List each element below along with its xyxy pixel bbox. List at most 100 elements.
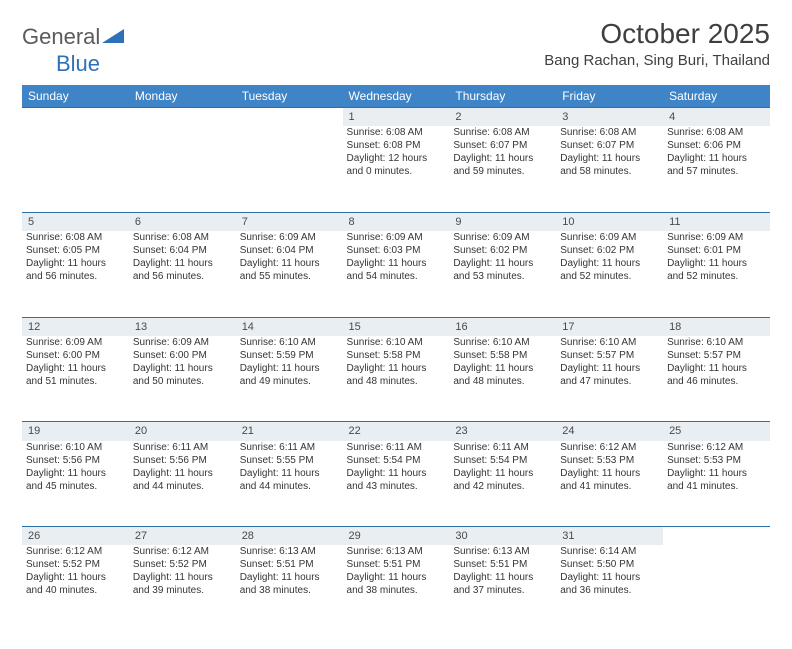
daylight-text: and 41 minutes. xyxy=(667,480,766,493)
daylight-text: and 45 minutes. xyxy=(26,480,125,493)
daylight-text: Daylight: 11 hours xyxy=(560,152,659,165)
daylight-text: Daylight: 11 hours xyxy=(453,571,552,584)
sunset-text: Sunset: 6:00 PM xyxy=(26,349,125,362)
daylight-text: and 49 minutes. xyxy=(240,375,339,388)
weekday-header: Wednesday xyxy=(343,85,450,108)
day-number-cell: 11 xyxy=(663,212,770,231)
daylight-text: and 51 minutes. xyxy=(26,375,125,388)
daylight-text: Daylight: 11 hours xyxy=(347,467,446,480)
title-block: October 2025 Bang Rachan, Sing Buri, Tha… xyxy=(544,18,770,69)
daylight-text: and 52 minutes. xyxy=(560,270,659,283)
daylight-text: Daylight: 11 hours xyxy=(240,467,339,480)
daylight-text: and 53 minutes. xyxy=(453,270,552,283)
sunset-text: Sunset: 5:50 PM xyxy=(560,558,659,571)
sunset-text: Sunset: 6:01 PM xyxy=(667,244,766,257)
day-detail-cell xyxy=(663,545,770,631)
daylight-text: and 57 minutes. xyxy=(667,165,766,178)
sunset-text: Sunset: 6:03 PM xyxy=(347,244,446,257)
calendar-body: 1234Sunrise: 6:08 AMSunset: 6:08 PMDayli… xyxy=(22,108,770,632)
day-detail-cell: Sunrise: 6:12 AMSunset: 5:52 PMDaylight:… xyxy=(22,545,129,631)
day-detail-cell: Sunrise: 6:09 AMSunset: 6:00 PMDaylight:… xyxy=(22,336,129,422)
daylight-text: and 56 minutes. xyxy=(26,270,125,283)
daylight-text: Daylight: 11 hours xyxy=(26,362,125,375)
daylight-text: Daylight: 11 hours xyxy=(560,362,659,375)
sunset-text: Sunset: 5:54 PM xyxy=(453,454,552,467)
daylight-text: and 46 minutes. xyxy=(667,375,766,388)
day-detail-cell: Sunrise: 6:08 AMSunset: 6:04 PMDaylight:… xyxy=(129,231,236,317)
daylight-text: and 38 minutes. xyxy=(347,584,446,597)
day-detail-cell: Sunrise: 6:10 AMSunset: 5:56 PMDaylight:… xyxy=(22,441,129,527)
sunset-text: Sunset: 5:51 PM xyxy=(453,558,552,571)
day-detail-cell: Sunrise: 6:10 AMSunset: 5:57 PMDaylight:… xyxy=(556,336,663,422)
day-number-cell: 9 xyxy=(449,212,556,231)
day-number-cell: 17 xyxy=(556,317,663,336)
day-number-cell: 19 xyxy=(22,422,129,441)
day-detail-cell: Sunrise: 6:08 AMSunset: 6:07 PMDaylight:… xyxy=(449,126,556,212)
daylight-text: Daylight: 11 hours xyxy=(240,257,339,270)
daylight-text: Daylight: 11 hours xyxy=(133,571,232,584)
day-number-row: 567891011 xyxy=(22,212,770,231)
day-detail-cell: Sunrise: 6:10 AMSunset: 5:57 PMDaylight:… xyxy=(663,336,770,422)
day-number-cell: 7 xyxy=(236,212,343,231)
sunrise-text: Sunrise: 6:10 AM xyxy=(560,336,659,349)
sunrise-text: Sunrise: 6:11 AM xyxy=(133,441,232,454)
day-detail-cell: Sunrise: 6:09 AMSunset: 6:02 PMDaylight:… xyxy=(556,231,663,317)
location: Bang Rachan, Sing Buri, Thailand xyxy=(544,52,770,69)
sunrise-text: Sunrise: 6:12 AM xyxy=(26,545,125,558)
day-detail-cell xyxy=(22,126,129,212)
day-detail-cell: Sunrise: 6:10 AMSunset: 5:58 PMDaylight:… xyxy=(343,336,450,422)
logo-word1: General xyxy=(22,24,100,50)
daylight-text: and 47 minutes. xyxy=(560,375,659,388)
day-number-cell: 1 xyxy=(343,108,450,127)
sunrise-text: Sunrise: 6:10 AM xyxy=(667,336,766,349)
day-number-cell: 8 xyxy=(343,212,450,231)
day-detail-cell: Sunrise: 6:14 AMSunset: 5:50 PMDaylight:… xyxy=(556,545,663,631)
logo-word2: Blue xyxy=(56,51,100,76)
sunset-text: Sunset: 5:56 PM xyxy=(26,454,125,467)
day-number-cell: 12 xyxy=(22,317,129,336)
day-number-cell: 20 xyxy=(129,422,236,441)
day-number-cell: 25 xyxy=(663,422,770,441)
sunrise-text: Sunrise: 6:11 AM xyxy=(453,441,552,454)
daylight-text: and 41 minutes. xyxy=(560,480,659,493)
sunset-text: Sunset: 5:54 PM xyxy=(347,454,446,467)
day-detail-cell: Sunrise: 6:08 AMSunset: 6:07 PMDaylight:… xyxy=(556,126,663,212)
sunrise-text: Sunrise: 6:08 AM xyxy=(133,231,232,244)
day-number-row: 1234 xyxy=(22,108,770,127)
daylight-text: Daylight: 11 hours xyxy=(240,362,339,375)
day-detail-cell xyxy=(236,126,343,212)
sunset-text: Sunset: 5:51 PM xyxy=(347,558,446,571)
sunrise-text: Sunrise: 6:09 AM xyxy=(560,231,659,244)
day-detail-row: Sunrise: 6:10 AMSunset: 5:56 PMDaylight:… xyxy=(22,441,770,527)
day-number-cell xyxy=(663,527,770,546)
daylight-text: Daylight: 11 hours xyxy=(560,571,659,584)
daylight-text: and 48 minutes. xyxy=(347,375,446,388)
sunrise-text: Sunrise: 6:08 AM xyxy=(560,126,659,139)
day-number-row: 19202122232425 xyxy=(22,422,770,441)
day-number-cell: 5 xyxy=(22,212,129,231)
day-detail-cell: Sunrise: 6:11 AMSunset: 5:54 PMDaylight:… xyxy=(449,441,556,527)
day-detail-cell: Sunrise: 6:09 AMSunset: 6:02 PMDaylight:… xyxy=(449,231,556,317)
day-number-cell: 3 xyxy=(556,108,663,127)
day-number-cell: 22 xyxy=(343,422,450,441)
day-detail-row: Sunrise: 6:09 AMSunset: 6:00 PMDaylight:… xyxy=(22,336,770,422)
day-number-cell: 29 xyxy=(343,527,450,546)
daylight-text: and 43 minutes. xyxy=(347,480,446,493)
daylight-text: and 55 minutes. xyxy=(240,270,339,283)
sunrise-text: Sunrise: 6:11 AM xyxy=(240,441,339,454)
day-detail-cell: Sunrise: 6:08 AMSunset: 6:08 PMDaylight:… xyxy=(343,126,450,212)
day-detail-cell: Sunrise: 6:09 AMSunset: 6:03 PMDaylight:… xyxy=(343,231,450,317)
sunset-text: Sunset: 5:52 PM xyxy=(133,558,232,571)
day-number-cell xyxy=(129,108,236,127)
day-number-cell: 24 xyxy=(556,422,663,441)
daylight-text: and 59 minutes. xyxy=(453,165,552,178)
month-title: October 2025 xyxy=(544,18,770,50)
daylight-text: Daylight: 11 hours xyxy=(347,362,446,375)
weekday-header: Monday xyxy=(129,85,236,108)
sunset-text: Sunset: 6:04 PM xyxy=(133,244,232,257)
day-number-cell: 28 xyxy=(236,527,343,546)
daylight-text: and 38 minutes. xyxy=(240,584,339,597)
sunset-text: Sunset: 5:59 PM xyxy=(240,349,339,362)
sunset-text: Sunset: 5:53 PM xyxy=(560,454,659,467)
day-number-row: 12131415161718 xyxy=(22,317,770,336)
